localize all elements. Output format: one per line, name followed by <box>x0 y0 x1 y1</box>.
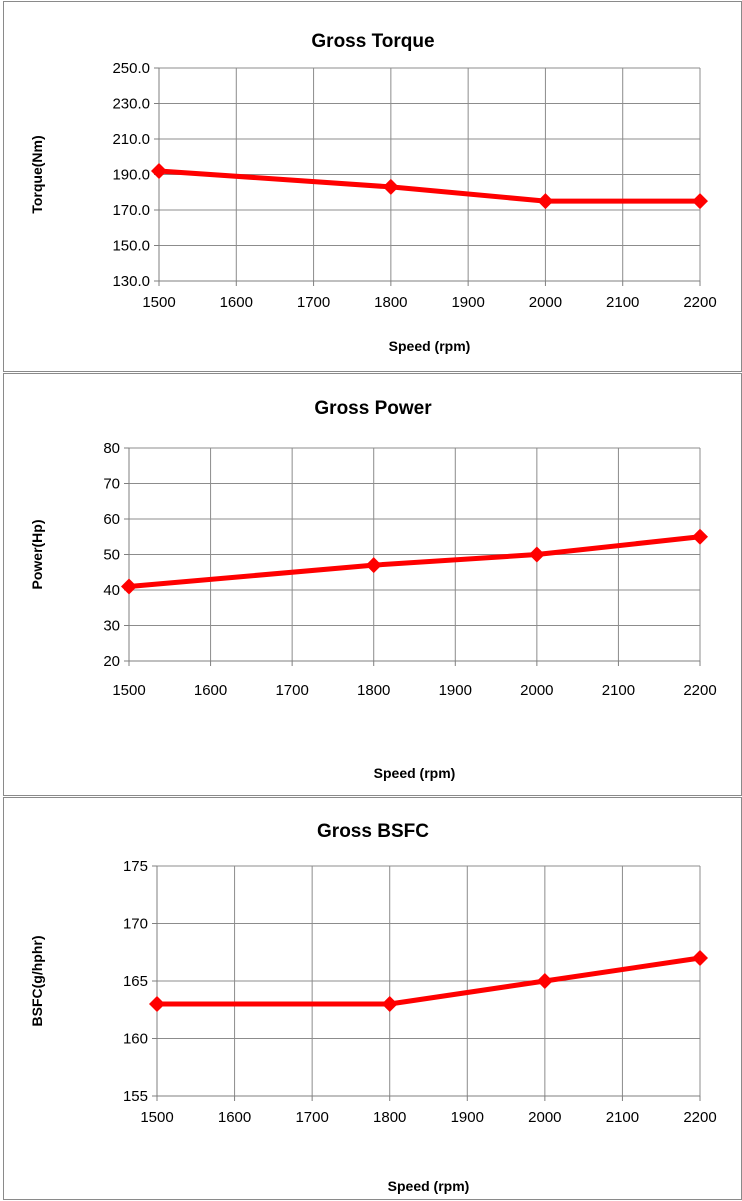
data-point-marker <box>692 528 708 545</box>
x-tick-label: 1500 <box>142 294 175 311</box>
x-axis-label: Speed (rpm) <box>389 338 471 354</box>
x-axis-label: Speed (rpm) <box>374 765 456 781</box>
x-tick-label: 1800 <box>357 682 390 699</box>
x-tick-label: 1900 <box>439 682 472 699</box>
data-point-marker <box>149 996 165 1012</box>
power-chart-panel: Gross Power 1500 1600 1700 1800 1900 2000 2100 2… <box>3 373 742 796</box>
x-tick-label: 2200 <box>683 294 716 311</box>
series-line <box>156 168 703 204</box>
x-tick-label: 2100 <box>606 1109 639 1126</box>
y-tick-label: 160 <box>123 1031 148 1048</box>
x-tick-label: 1600 <box>194 682 227 699</box>
data-point-marker <box>365 557 382 574</box>
x-tick-label: 1900 <box>451 1109 484 1126</box>
data-point-marker <box>151 162 167 179</box>
x-axis-label: Speed (rpm) <box>388 1178 470 1194</box>
bsfc-chart: Gross BSFC 1500 1600 1700 1800 1900 2000 2100 22… <box>29 821 717 1194</box>
y-axis-label: Power(Hp) <box>29 520 45 590</box>
x-tick-label: 1600 <box>220 294 253 311</box>
x-tick-label: 1500 <box>140 1109 173 1126</box>
data-point-marker <box>536 973 553 989</box>
y-tick-label: 175 <box>123 858 148 875</box>
y-tick-label: 30 <box>103 618 120 635</box>
x-tick-label: 2000 <box>529 294 562 311</box>
series-line <box>126 534 703 589</box>
x-tick-label: 1900 <box>451 294 484 311</box>
y-tick-label: 190.0 <box>112 167 150 184</box>
chart-title: Gross Power <box>314 398 432 419</box>
data-point-marker <box>537 193 554 210</box>
y-tick-label: 20 <box>103 653 120 670</box>
x-tick-label: 1700 <box>297 294 330 311</box>
x-tick-label: 2200 <box>683 1109 716 1126</box>
y-tick-label: 50 <box>103 547 120 564</box>
bsfc-chart-panel: Gross BSFC 1500 1600 1700 1800 1900 2000 2100 22… <box>3 797 742 1200</box>
x-tick-label: 2000 <box>528 1109 561 1126</box>
x-tick-label: 1600 <box>218 1109 251 1126</box>
y-tick-label: 210.0 <box>112 131 150 148</box>
y-tick-label: 170.0 <box>112 202 150 219</box>
series-line <box>154 955 703 1007</box>
y-tick-label: 165 <box>123 973 148 990</box>
y-tick-label: 170 <box>123 916 148 933</box>
power-chart: Gross Power 1500 1600 1700 1800 1900 2000 2100 2… <box>29 398 717 781</box>
chart-title: Gross BSFC <box>317 821 429 842</box>
x-tick-label: 1700 <box>275 682 308 699</box>
data-point-marker <box>692 193 708 210</box>
data-point-marker <box>121 578 137 595</box>
data-point-marker <box>381 996 398 1012</box>
x-tick-label: 2100 <box>606 294 639 311</box>
x-tick-label: 1500 <box>112 682 145 699</box>
x-tick-label: 1800 <box>374 294 407 311</box>
y-axis-label: Torque(Nm) <box>29 135 45 213</box>
y-tick-label: 230.0 <box>112 96 150 113</box>
y-tick-label: 150.0 <box>112 238 150 255</box>
y-tick-label: 70 <box>103 476 120 493</box>
x-tick-label: 1700 <box>295 1109 328 1126</box>
torque-chart-panel: Gross Torque 1500 1600 1700 1800 1900 2000 2100… <box>3 1 742 372</box>
y-tick-label: 130.0 <box>112 273 150 290</box>
y-tick-label: 155 <box>123 1088 148 1105</box>
y-tick-label: 60 <box>103 511 120 528</box>
y-tick-label: 40 <box>103 582 120 599</box>
data-point-marker <box>692 950 708 966</box>
y-tick-label: 80 <box>103 440 120 457</box>
x-tick-label: 2200 <box>683 682 716 699</box>
torque-chart: Gross Torque 1500 1600 1700 1800 1900 2000 2100… <box>29 31 717 354</box>
x-tick-label: 2100 <box>602 682 635 699</box>
chart-title: Gross Torque <box>311 31 434 52</box>
data-point-marker <box>528 546 545 563</box>
x-tick-label: 2000 <box>520 682 553 699</box>
data-point-marker <box>382 178 399 195</box>
y-axis-label: BSFC(g/hphr) <box>29 936 45 1027</box>
x-tick-label: 1800 <box>373 1109 406 1126</box>
y-tick-label: 250.0 <box>112 60 150 77</box>
